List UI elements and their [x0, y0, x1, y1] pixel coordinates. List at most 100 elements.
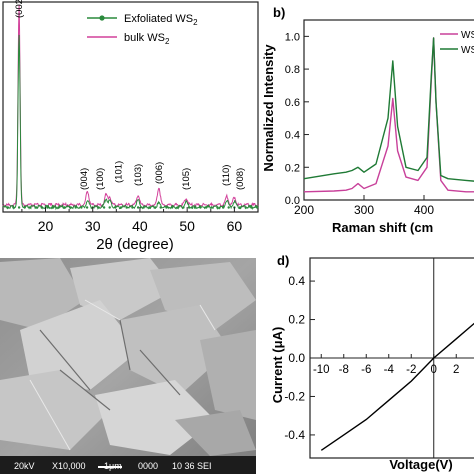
xrd-exfoliated-marker: [159, 206, 162, 209]
xrd-exfoliated-marker: [187, 206, 191, 209]
sem-info-text: 20kV X10,000 1μm 0000 10 36 SEI: [14, 461, 212, 471]
xrd-peak-label: (105): [181, 168, 192, 190]
xrd-exfoliated-marker: [165, 206, 168, 209]
raman-y-tick-label: 1.0: [285, 31, 300, 43]
raman-x-tick-label: 300: [354, 203, 374, 217]
iv-y-tick-label: 0.2: [288, 313, 305, 327]
xrd-exfoliated-marker: [63, 206, 66, 209]
raman-legend-label-1: WS: [461, 30, 474, 41]
iv-x-tick-label: 0: [431, 364, 437, 376]
sem-micrograph: [0, 258, 256, 474]
raman-series-1: [303, 37, 474, 193]
xrd-exfoliated-marker: [6, 206, 9, 209]
xrd-exfoliated-marker: [250, 206, 253, 209]
xrd-exfoliated-marker: [148, 206, 151, 209]
iv-x-tick-label: 2: [453, 364, 459, 376]
xrd-exfoliated-marker: [176, 206, 179, 209]
xrd-exfoliated-marker: [12, 206, 15, 209]
xrd-exfoliated-marker: [29, 206, 32, 209]
xrd-peak-label: (004): [79, 168, 90, 190]
sem-image-number: 0000: [138, 461, 158, 471]
sem-panel: 20kV X10,000 1μm 0000 10 36 SEI: [0, 258, 256, 474]
raman-x-tick-label: 400: [414, 203, 434, 217]
iv-y-axis-label: Current (μA): [270, 327, 285, 404]
iv-x-tick-label: -8: [339, 364, 349, 376]
xrd-peak-label: (008): [235, 168, 246, 190]
iv-y-ticks: -0.4 -0.2 0.0 0.2 0.4: [284, 274, 315, 442]
iv-axes: [310, 258, 474, 458]
iv-curve: [320, 322, 474, 451]
iv-x-ticks: -10-8-6-4-2024: [313, 354, 459, 376]
raman-y-tick-label: 0.4: [285, 130, 300, 142]
xrd-exfoliated-marker: [204, 206, 208, 209]
xrd-exfoliated-marker: [238, 206, 242, 209]
sem-detector: 10 36 SEI: [172, 461, 212, 471]
xrd-exfoliated-marker: [131, 206, 134, 209]
panel-label-b: b): [273, 5, 285, 20]
raman-panel: b) 0.00.20.40.60.81.0 200300400500 Norma…: [261, 5, 474, 235]
raman-legend: WS WS: [440, 30, 474, 56]
xrd-exfoliated-marker: [85, 206, 89, 209]
xrd-panel: (002) (004) (100) (101) (103) (006) (105) (110)…: [2, 0, 259, 253]
iv-panel: d) -0.4-0.20.00.20.4 -10-8-6-4-2024 Curr…: [270, 253, 474, 472]
raman-y-ticks: 0.0 0.2 0.4 0.6 0.8 1.0: [285, 31, 309, 207]
panel-label-d: d): [277, 253, 289, 268]
xrd-exfoliated-marker: [142, 206, 145, 209]
xrd-legend: Exfoliated WS2 bulk WS2: [87, 13, 198, 46]
xrd-peak-label: (103): [133, 164, 144, 186]
xrd-exfoliated-marker: [46, 206, 49, 209]
legend-label-bulk: bulk WS2: [124, 32, 170, 46]
iv-x-tick-label: -2: [406, 364, 416, 376]
xrd-peak-labels: (002) (004) (100) (101) (103) (006) (105) (110)…: [14, 0, 246, 190]
xrd-x-axis-label: 2θ (degree): [96, 236, 174, 253]
xrd-exfoliated-marker: [74, 206, 77, 209]
xrd-x-tick-label: 60: [227, 218, 243, 234]
raman-y-axis-label: Normalized Intensity: [261, 44, 276, 172]
iv-x-tick-label: -10: [313, 364, 330, 376]
legend-marker-exfoliated: [99, 15, 105, 21]
xrd-exfoliated-marker: [108, 206, 111, 209]
xrd-peak-label: (101): [114, 161, 125, 183]
raman-x-ticks: 200300400500: [294, 195, 474, 217]
raman-y-tick-label: 0.2: [285, 162, 300, 174]
xrd-exfoliated-marker: [244, 206, 247, 209]
raman-legend-label-2: WS: [461, 45, 474, 56]
xrd-exfoliated-marker: [170, 206, 174, 209]
xrd-peak-label: (006): [154, 162, 165, 184]
xrd-exfoliated-marker: [182, 206, 185, 209]
raman-x-tick-label: 200: [294, 203, 314, 217]
xrd-exfoliated-marker: [17, 206, 21, 209]
raman-y-tick-label: 0.0: [285, 195, 300, 207]
xrd-x-ticks: 20 30 40 50 60: [21, 207, 243, 234]
xrd-exfoliated-marker: [51, 206, 55, 209]
raman-plot-frame: [303, 19, 474, 201]
xrd-plot-frame: [2, 1, 259, 213]
xrd-exfoliated-marker: [125, 206, 128, 209]
xrd-exfoliated-marker: [199, 206, 202, 209]
xrd-exfoliated-marker: [210, 206, 213, 209]
sem-scale-label: 1μm: [104, 461, 122, 471]
xrd-exfoliated-marker: [136, 206, 140, 209]
sem-voltage: 20kV: [14, 461, 35, 471]
raman-x-axis-label: Raman shift (cm: [332, 220, 433, 235]
xrd-series-exfoliated: [2, 34, 259, 211]
iv-y-tick-label: 0.4: [288, 274, 305, 288]
xrd-exfoliated-marker: [57, 206, 60, 209]
sem-info-bar: [0, 456, 256, 474]
xrd-exfoliated-marker: [114, 206, 117, 209]
xrd-exfoliated-marker: [227, 206, 230, 209]
iv-y-tick-label: -0.4: [284, 428, 305, 442]
xrd-exfoliated-marker: [34, 206, 38, 209]
iv-y-tick-label: -0.2: [284, 389, 305, 403]
xrd-exfoliated-marker: [216, 206, 219, 209]
legend-label-exfoliated: Exfoliated WS2: [124, 13, 198, 27]
xrd-exfoliated-marker: [97, 206, 100, 209]
xrd-exfoliated-marker: [119, 206, 123, 209]
xrd-exfoliated-marker: [193, 206, 196, 209]
raman-series-2: [303, 37, 474, 182]
iv-x-tick-label: -4: [384, 364, 395, 376]
xrd-exfoliated-marker: [80, 206, 83, 209]
raman-y-tick-label: 0.6: [285, 97, 300, 109]
xrd-exfoliated-marker: [255, 206, 259, 209]
xrd-x-tick-label: 50: [179, 218, 195, 234]
